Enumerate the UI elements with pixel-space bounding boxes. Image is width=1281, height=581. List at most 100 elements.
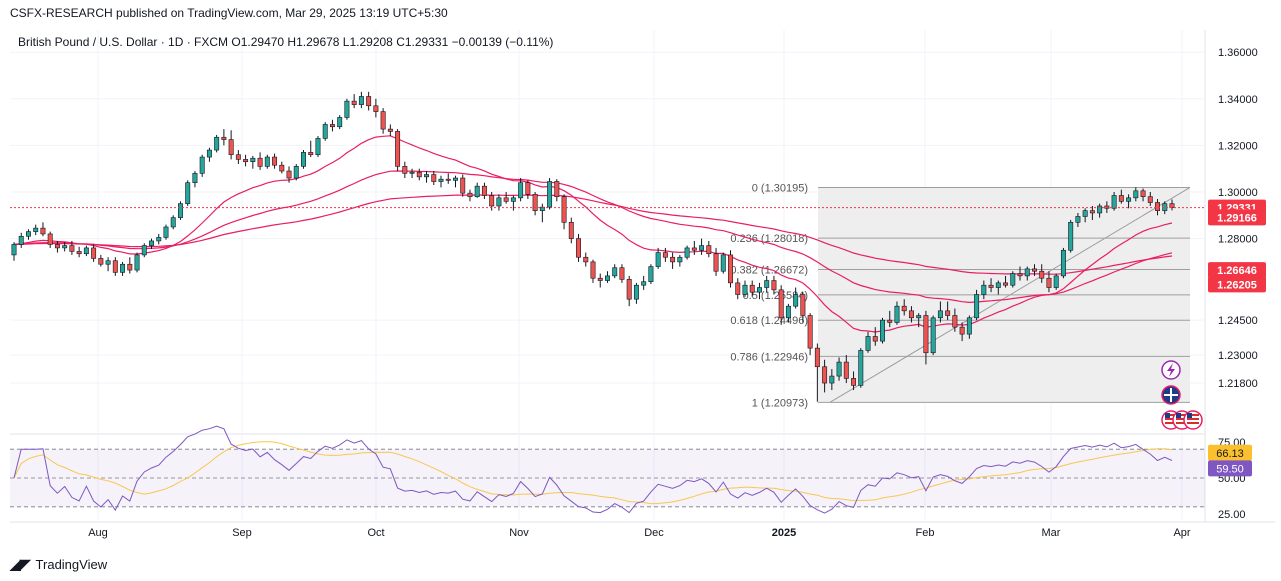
- price-badge-text: 1.29166: [1217, 212, 1257, 224]
- candle-body: [279, 164, 285, 172]
- us-flag-stripe: [1187, 422, 1199, 424]
- candles: [11, 91, 1175, 402]
- candle-body: [764, 280, 770, 288]
- uk-flag-cross: [1164, 388, 1178, 402]
- footer-brand: TradingView: [35, 557, 108, 572]
- candle-body: [648, 266, 654, 283]
- candle-body: [974, 294, 980, 319]
- candle-body: [235, 154, 241, 160]
- candle-body: [1017, 273, 1023, 277]
- x-tick-label: Sep: [232, 527, 252, 539]
- fib-label-3: 0.5 (1.25584): [743, 290, 808, 302]
- publisher-line: CSFX-RESEARCH published on TradingView.c…: [10, 6, 448, 20]
- candle-body: [966, 317, 972, 335]
- candle-body: [149, 240, 154, 246]
- candle-body: [916, 315, 922, 319]
- candle-body: [807, 315, 813, 349]
- candle-body: [62, 245, 68, 249]
- candle-body: [272, 156, 278, 166]
- candle-body: [134, 254, 140, 271]
- candle-body: [1060, 249, 1066, 277]
- candle-body: [851, 378, 857, 386]
- candle-body: [351, 100, 357, 105]
- us-flag-stripe: [1187, 418, 1199, 420]
- rsi-tick-label: 25.00: [1218, 509, 1246, 521]
- candle-body: [880, 319, 885, 342]
- candle-body: [706, 245, 712, 255]
- candle-body: [76, 251, 82, 255]
- candle-body: [836, 361, 842, 377]
- candle-body: [387, 128, 393, 132]
- candle-body: [264, 156, 270, 167]
- price-badge-bg: [1208, 209, 1266, 226]
- candle-body: [619, 267, 625, 280]
- candle-body: [713, 253, 719, 272]
- event-icons: [1161, 360, 1203, 430]
- candle-body: [662, 252, 668, 258]
- price-badge-bg: [1208, 262, 1266, 279]
- candle-body: [1003, 282, 1009, 286]
- candle-body: [937, 310, 943, 319]
- candle-body: [901, 305, 907, 312]
- x-tick-label: Aug: [88, 527, 108, 539]
- candle-body: [47, 233, 53, 245]
- fib-label-2: 0.382 (1.26672): [730, 265, 808, 277]
- candle-body: [373, 105, 379, 112]
- candle-body: [26, 231, 31, 237]
- candle-body: [930, 317, 936, 354]
- candle-body: [250, 157, 256, 163]
- candle-body: [749, 284, 755, 293]
- candle-body: [612, 267, 618, 277]
- candle-body: [981, 284, 987, 295]
- candle-body: [127, 263, 133, 271]
- tradingview-logo[interactable]: ◢◤ TradingView: [10, 556, 107, 573]
- candle-body: [431, 174, 437, 182]
- candle-body: [1147, 196, 1153, 203]
- candle-body: [1118, 195, 1124, 202]
- candle-body: [170, 217, 176, 228]
- candle-body: [344, 100, 350, 118]
- us-flag-stripe: [1165, 418, 1177, 420]
- candle-body: [988, 284, 994, 288]
- candle-body: [756, 287, 762, 293]
- candle-body: [568, 221, 574, 239]
- candle-body: [105, 260, 111, 265]
- candle-body: [481, 185, 487, 196]
- candle-body: [1032, 268, 1037, 272]
- candle-body: [366, 96, 372, 107]
- candle-body: [858, 350, 864, 386]
- rsi-badge-bg: [1208, 460, 1252, 477]
- candle-body: [1133, 190, 1139, 199]
- candle-body: [633, 284, 639, 300]
- candle-body: [771, 280, 777, 291]
- candle-body: [156, 237, 162, 242]
- rsi-badge-bg: [1208, 444, 1252, 461]
- rsi-ma-line: [13, 441, 1173, 505]
- candle-body: [1089, 210, 1095, 214]
- candle-body: [561, 196, 567, 223]
- candle-body: [18, 235, 24, 245]
- candle-body: [800, 294, 806, 316]
- candle-body: [699, 245, 705, 251]
- rsi-line: [13, 425, 1173, 514]
- candle-body: [655, 252, 661, 267]
- candle-body: [438, 178, 444, 182]
- candle-body: [177, 203, 183, 218]
- candle-body: [112, 260, 118, 273]
- candle-body: [1039, 270, 1045, 279]
- candle-body: [496, 197, 502, 207]
- candle-body: [1024, 268, 1030, 277]
- candle-body: [1169, 203, 1175, 208]
- candle-body: [163, 226, 169, 238]
- candle-body: [605, 275, 610, 281]
- candle-body: [1126, 197, 1132, 202]
- candle-body: [1140, 190, 1146, 197]
- candle-body: [199, 156, 205, 174]
- candle-body: [510, 197, 516, 202]
- candle-body: [518, 182, 524, 199]
- y-tick-label: 1.21800: [1218, 378, 1258, 390]
- candle-body: [778, 289, 784, 319]
- candle-body: [301, 152, 306, 167]
- candle-body: [445, 178, 451, 181]
